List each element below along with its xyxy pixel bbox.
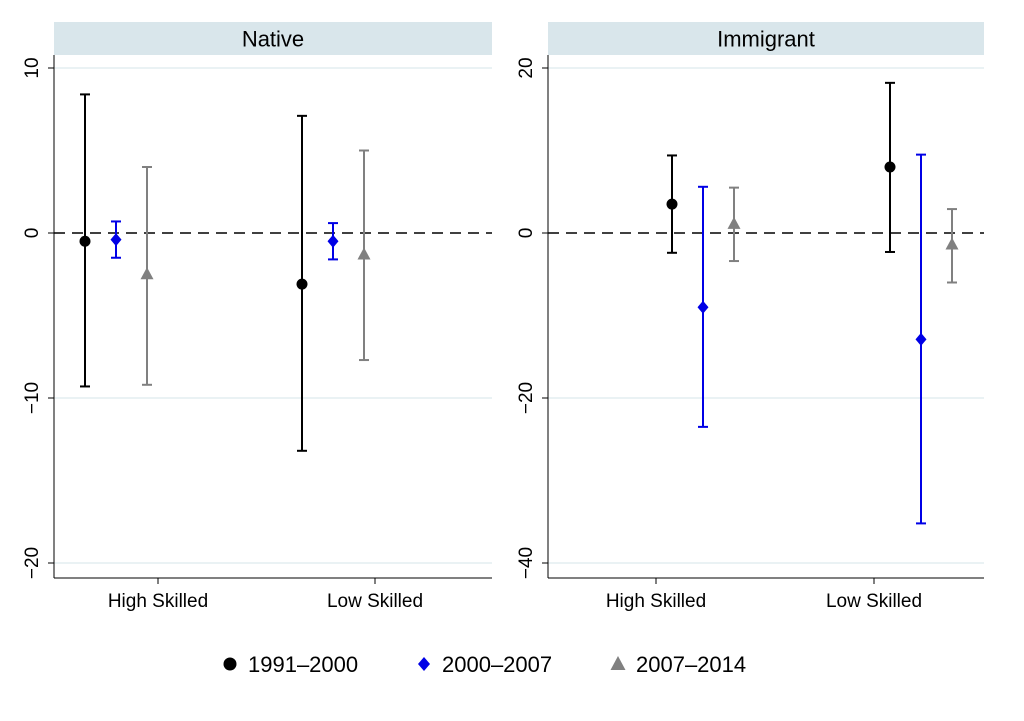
- native-x-tick-label: Low Skilled: [327, 591, 423, 612]
- legend-label-series-1: 1991–2000: [248, 652, 358, 677]
- native-low-skilled-series-3-point: [357, 247, 371, 260]
- immigrant-panel-title: Immigrant: [717, 27, 815, 52]
- immigrant-low-skilled-series-1-point: [884, 161, 896, 173]
- native-panel-header: [54, 22, 492, 55]
- immigrant-y-tick-label: −20: [516, 382, 537, 414]
- immigrant-y-tick-label: 0: [516, 228, 537, 239]
- legend-label-series-2: 2000–2007: [442, 652, 552, 677]
- legend-marker-series-2: [418, 657, 430, 671]
- native-low-skilled-series-2-point: [327, 234, 339, 248]
- immigrant-high-skilled-series-3-point: [727, 216, 741, 229]
- immigrant-panel-header: [548, 22, 984, 55]
- immigrant-x-tick-label: High Skilled: [606, 591, 706, 612]
- native-panel-title: Native: [242, 27, 304, 52]
- immigrant-low-skilled-series-3-point: [945, 237, 959, 250]
- immigrant-high-skilled-series-2-point: [697, 300, 709, 314]
- immigrant-low-skilled-series-2-point: [915, 332, 927, 346]
- native-y-tick-label: −20: [22, 547, 43, 579]
- immigrant-x-tick-label: Low Skilled: [826, 591, 922, 612]
- native-high-skilled-series-1-point: [79, 235, 91, 247]
- legend-marker-series-3: [610, 656, 626, 670]
- native-x-tick-label: High Skilled: [108, 591, 208, 612]
- immigrant-high-skilled-series-1-point: [666, 198, 678, 210]
- native-y-tick-label: 0: [22, 228, 43, 239]
- immigrant-y-tick-label: 20: [516, 57, 537, 78]
- legend-marker-series-1: [223, 657, 237, 671]
- native-y-tick-label: −10: [22, 382, 43, 414]
- legend-label-series-3: 2007–2014: [636, 652, 746, 677]
- native-y-tick-label: 10: [22, 57, 43, 78]
- immigrant-y-tick-label: −40: [516, 547, 537, 579]
- native-low-skilled-series-1-point: [296, 278, 308, 290]
- native-high-skilled-series-3-point: [140, 267, 154, 280]
- native-high-skilled-series-2-point: [110, 233, 122, 247]
